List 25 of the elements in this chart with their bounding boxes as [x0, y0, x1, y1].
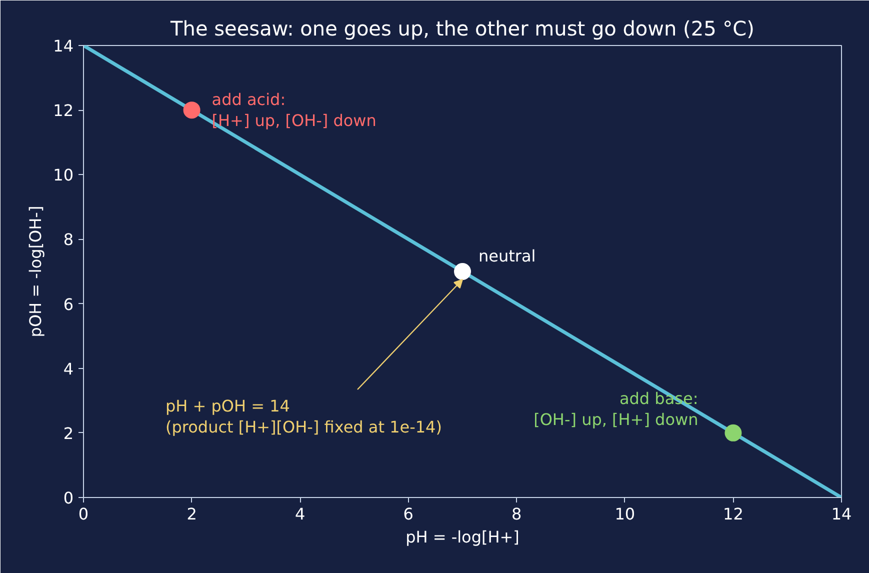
y-tick-label: 0 — [63, 488, 74, 508]
x-tick-label: 14 — [831, 504, 852, 524]
y-tick-label: 2 — [63, 424, 74, 443]
point — [183, 102, 200, 119]
y-axis-title: pOH = -log[OH-] — [26, 206, 46, 338]
y-tick-label: 10 — [53, 166, 74, 185]
x-tick-label: 12 — [723, 504, 744, 524]
y-tick-label: 8 — [63, 230, 74, 250]
y-tick-label: 12 — [53, 101, 74, 120]
x-axis-title: pH = -log[H+] — [406, 528, 520, 546]
y-tick-label: 14 — [53, 36, 74, 56]
chart-title: The seesaw: one goes up, the other must go down (25 °C) — [170, 16, 754, 40]
point — [454, 263, 471, 280]
annotation: add acid: [H+] up, [OH-] down — [212, 90, 376, 130]
x-tick-label: 2 — [186, 504, 197, 524]
y-tick-label: 6 — [63, 294, 74, 314]
annotation: neutral — [478, 246, 536, 266]
y-tick-label: 4 — [63, 359, 74, 378]
x-tick-label: 10 — [614, 504, 636, 524]
x-tick-label: 0 — [78, 504, 89, 524]
x-tick-label: 4 — [294, 504, 306, 524]
point — [724, 424, 742, 442]
x-tick-label: 6 — [403, 504, 414, 524]
x-tick-label: 8 — [512, 504, 522, 524]
annotation: pH + pOH = 14 (product [H+][OH-] fixed at 1e-14) — [166, 396, 442, 436]
